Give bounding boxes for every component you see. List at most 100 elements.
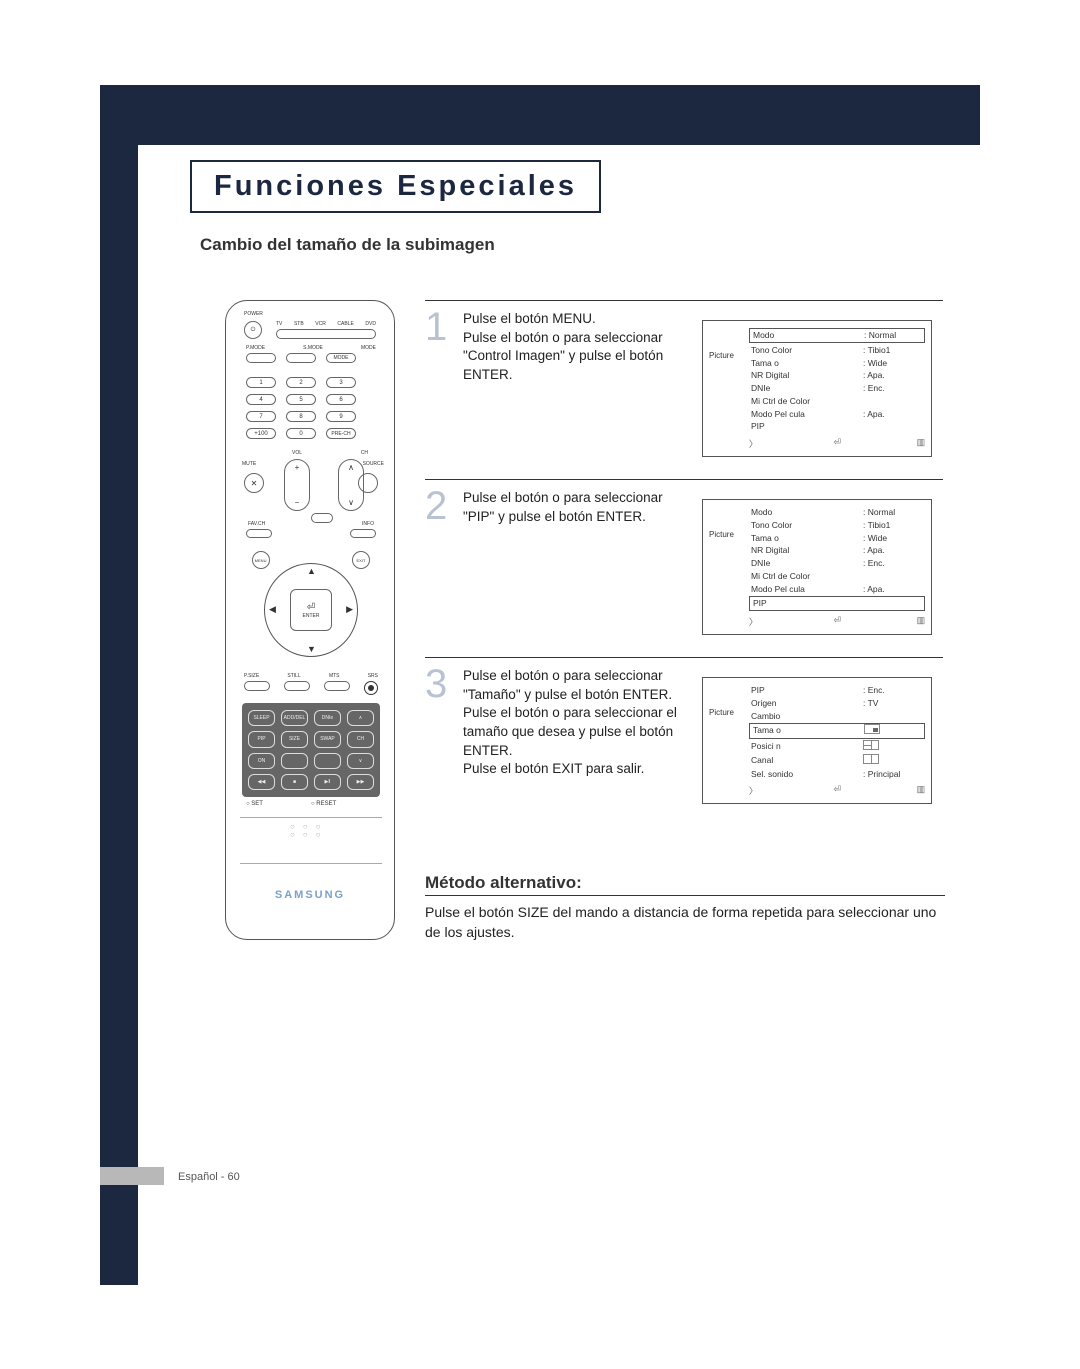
smode-button[interactable] bbox=[286, 353, 316, 363]
ch-label: CH bbox=[361, 450, 368, 456]
menu-row: Modo Pel cula: Apa. bbox=[751, 583, 923, 596]
sleep-button[interactable]: SLEEP bbox=[248, 710, 275, 726]
menu-row: Sel. sonido: Principal bbox=[751, 768, 923, 781]
mute-label: MUTE bbox=[242, 461, 256, 467]
step-text: Pulse el botón o para seleccionar "PIP" … bbox=[463, 479, 678, 532]
remote-illustration: POWER ⏻ TV STB VCR CABLE DVD P.MODE S.MO… bbox=[225, 300, 395, 940]
blank1-button[interactable] bbox=[281, 753, 308, 769]
ff-button[interactable]: ▶▶ bbox=[347, 774, 374, 790]
function-grid: SLEEP ADD/DEL DNIe ∧ PIP SIZE SWAP CH ON… bbox=[242, 703, 380, 797]
srs-button[interactable] bbox=[364, 681, 378, 695]
num-9[interactable]: 9 bbox=[326, 411, 356, 422]
menu-row: PIP: Enc. bbox=[751, 684, 923, 697]
page-frame-left bbox=[100, 85, 138, 1285]
menu-row: Canal bbox=[751, 754, 923, 768]
src-tv: TV bbox=[276, 321, 282, 327]
manual-page: Funciones Especiales Cambio del tamaño d… bbox=[100, 85, 980, 1285]
footer-tab bbox=[100, 1167, 164, 1185]
num-5[interactable]: 5 bbox=[286, 394, 316, 405]
mode-button[interactable]: MODE bbox=[326, 353, 356, 363]
source-label: SOURCE bbox=[363, 461, 384, 467]
menu-footer-icons: 〉⏎▥ bbox=[711, 437, 963, 450]
menu-row: PIP bbox=[751, 420, 923, 433]
smode-label: S.MODE bbox=[303, 345, 323, 351]
channel-rocker[interactable]: ∧∨ bbox=[338, 459, 364, 511]
step-rule bbox=[425, 657, 943, 658]
info-button[interactable] bbox=[350, 529, 376, 538]
divider2 bbox=[240, 863, 382, 864]
playpause-button[interactable]: ▶‖ bbox=[314, 774, 341, 790]
vol-label: VOL bbox=[292, 450, 302, 456]
favch-label: FAV.CH bbox=[248, 521, 265, 527]
size-button[interactable]: SIZE bbox=[281, 731, 308, 747]
reset-label: RESET bbox=[311, 801, 336, 807]
down2-button[interactable]: ∨ bbox=[347, 753, 374, 769]
right-arrow-icon[interactable]: ▶ bbox=[346, 604, 353, 615]
src-dvd: DVD bbox=[365, 321, 376, 327]
dpad: MENU EXIT ▲ ▼ ◀ ▶ ⏎ ENTER bbox=[254, 553, 368, 667]
pmode-button[interactable] bbox=[246, 353, 276, 363]
power-label: POWER bbox=[244, 311, 263, 317]
down-arrow-icon[interactable]: ▼ bbox=[307, 644, 316, 654]
page-frame-top bbox=[100, 85, 980, 145]
srs-label: SRS bbox=[368, 673, 378, 679]
num-6[interactable]: 6 bbox=[326, 394, 356, 405]
left-arrow-icon[interactable]: ◀ bbox=[269, 604, 276, 615]
mute-button[interactable]: ✕ bbox=[244, 473, 264, 493]
num-0[interactable]: 0 bbox=[286, 428, 316, 439]
menu-category: Picture bbox=[709, 708, 734, 717]
menu-row: PIP bbox=[749, 596, 925, 611]
section-header: Funciones Especiales bbox=[214, 170, 577, 203]
enter-button[interactable]: ⏎ ENTER bbox=[290, 589, 332, 631]
ch2-button[interactable]: CH bbox=[347, 731, 374, 747]
on-button[interactable]: ON bbox=[248, 753, 275, 769]
num-7[interactable]: 7 bbox=[246, 411, 276, 422]
menu-row: Tama o bbox=[749, 723, 925, 739]
exit-button[interactable]: EXIT bbox=[348, 547, 373, 572]
step-2: 2 Pulse el botón o para seleccionar "PIP… bbox=[425, 479, 945, 635]
osd-menu: Picture Modo: NormalTono Color: Tibio1Ta… bbox=[702, 320, 932, 457]
menu-row: Cambio bbox=[751, 710, 923, 723]
menu-row: Tono Color: Tibio1 bbox=[751, 519, 923, 532]
src-stb: STB bbox=[294, 321, 304, 327]
pip-button[interactable]: PIP bbox=[248, 731, 275, 747]
blank2-button[interactable] bbox=[314, 753, 341, 769]
source-slider[interactable] bbox=[276, 329, 376, 339]
num-1[interactable]: 1 bbox=[246, 377, 276, 388]
menu-rows: Modo: NormalTono Color: Tibio1Tama o: Wi… bbox=[751, 328, 923, 433]
num-2[interactable]: 2 bbox=[286, 377, 316, 388]
page-number: Español - 60 bbox=[178, 1171, 240, 1183]
num-8[interactable]: 8 bbox=[286, 411, 316, 422]
src-vcr: VCR bbox=[315, 321, 326, 327]
menu-row: NR Digital: Apa. bbox=[751, 544, 923, 557]
steps-column: 1 Pulse el botón MENU.Pulse el botón o p… bbox=[425, 300, 945, 826]
num-4[interactable]: 4 bbox=[246, 394, 276, 405]
volume-rocker[interactable]: +− bbox=[284, 459, 310, 511]
step-3: 3 Pulse el botón o para seleccionar "Tam… bbox=[425, 657, 945, 804]
step-1: 1 Pulse el botón MENU.Pulse el botón o p… bbox=[425, 300, 945, 457]
favch-button[interactable] bbox=[246, 529, 272, 538]
adddel-button[interactable]: ADD/DEL bbox=[281, 710, 308, 726]
still-label: STILL bbox=[287, 673, 300, 679]
power-button[interactable]: ⏻ bbox=[244, 321, 262, 339]
rew-button[interactable]: ◀◀ bbox=[248, 774, 275, 790]
swap-button[interactable]: SWAP bbox=[314, 731, 341, 747]
dnie-button[interactable]: DNIe bbox=[314, 710, 341, 726]
menu-footer-icons: 〉⏎▥ bbox=[711, 784, 963, 797]
up-arrow-icon[interactable]: ▲ bbox=[307, 566, 316, 576]
up2-button[interactable]: ∧ bbox=[347, 710, 374, 726]
num-3[interactable]: 3 bbox=[326, 377, 356, 388]
mts-button[interactable] bbox=[324, 681, 350, 691]
stop-button[interactable]: ■ bbox=[281, 774, 308, 790]
prech-button[interactable]: PRE-CH bbox=[326, 428, 356, 439]
still-button[interactable] bbox=[284, 681, 310, 691]
menu-row: NR Digital: Apa. bbox=[751, 369, 923, 382]
mts-label: MTS bbox=[329, 673, 340, 679]
step-number: 2 bbox=[425, 479, 463, 525]
num-plus100[interactable]: +100 bbox=[246, 428, 276, 439]
section-header-box: Funciones Especiales bbox=[190, 160, 601, 213]
psize-button[interactable] bbox=[244, 681, 270, 691]
menu-category: Picture bbox=[709, 530, 734, 539]
menu-button[interactable]: MENU bbox=[248, 547, 273, 572]
step-menu: Picture Modo: NormalTono Color: Tibio1Ta… bbox=[702, 479, 932, 635]
